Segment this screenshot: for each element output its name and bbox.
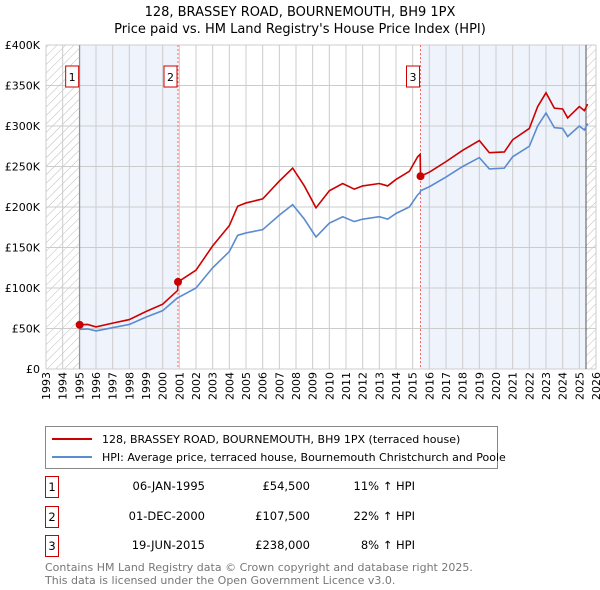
x-tick-label: 2019 xyxy=(473,372,486,400)
x-tick-label: 1995 xyxy=(73,372,86,400)
chart-title: 128, BRASSEY ROAD, BOURNEMOUTH, BH9 1PX xyxy=(144,5,456,20)
x-tick-label: 2014 xyxy=(390,372,403,400)
chart-subtitle: Price paid vs. HM Land Registry's House … xyxy=(114,22,486,37)
x-tick-label: 2020 xyxy=(490,372,503,400)
x-tick-label: 2023 xyxy=(540,372,553,400)
x-tick-label: 2004 xyxy=(223,372,236,400)
y-tick-label: £0 xyxy=(26,363,40,376)
sale-hpi: 22% ↑ HPI xyxy=(353,509,415,523)
sale-row: 1 06-JAN-1995 £54,500 11% ↑ HPI xyxy=(45,476,445,498)
x-tick-label: 2017 xyxy=(440,372,453,400)
y-tick-label: £100K xyxy=(5,282,41,295)
x-tick-label: 1999 xyxy=(140,372,153,400)
sale-point xyxy=(174,277,182,286)
plot-area: 1993 1994 1995 1996 1997 1998 1999 2000 2001 2002… xyxy=(5,39,600,400)
x-tick-label: 2000 xyxy=(157,372,170,400)
sale-price: £238,000 xyxy=(255,538,310,552)
x-tick-label: 2015 xyxy=(407,372,420,400)
x-tick-label: 2012 xyxy=(357,372,370,400)
sale-date: 01-DEC-2000 xyxy=(128,509,205,523)
sale-hpi: 11% ↑ HPI xyxy=(353,479,415,493)
y-tick-label: £400K xyxy=(5,39,41,52)
sale-label: 3 xyxy=(410,71,417,84)
x-tick-label: 2002 xyxy=(190,372,203,400)
y-tick-label: £350K xyxy=(5,80,41,93)
legend: 128, BRASSEY ROAD, BOURNEMOUTH, BH9 1PX … xyxy=(45,426,506,469)
sale-row: 2 01-DEC-2000 £107,500 22% ↑ HPI xyxy=(45,506,445,528)
x-tick-label: 2009 xyxy=(307,372,320,400)
y-tick-label: £150K xyxy=(5,242,41,255)
legend-swatch-hpi xyxy=(52,456,92,458)
x-tick-label: 2007 xyxy=(273,372,286,400)
sale-label: 1 xyxy=(69,71,76,84)
x-tick-label: 2001 xyxy=(173,372,186,400)
legend-swatch-property xyxy=(52,438,92,440)
x-tick-label: 2011 xyxy=(340,372,353,400)
x-tick-label: 2003 xyxy=(207,372,220,400)
sale-label-box xyxy=(163,65,178,88)
x-tick-label: 2008 xyxy=(290,372,303,400)
legend-label-property: 128, BRASSEY ROAD, BOURNEMOUTH, BH9 1PX … xyxy=(102,432,461,446)
x-tick-label: 2013 xyxy=(373,372,386,400)
y-tick-label: £200K xyxy=(5,201,41,214)
x-tick-label: 1994 xyxy=(57,372,70,400)
sale-row: 3 19-JUN-2015 £238,000 8% ↑ HPI xyxy=(45,535,445,557)
x-tick-label: 2018 xyxy=(457,372,470,400)
legend-label-hpi: HPI: Average price, terraced house, Bour… xyxy=(102,450,506,464)
sale-date: 06-JAN-1995 xyxy=(132,479,206,493)
x-tick-label: 2024 xyxy=(557,372,570,400)
sale-price: £107,500 xyxy=(255,509,310,523)
sale-marker-box: 3 xyxy=(45,535,59,557)
x-tick-label: 2026 xyxy=(590,372,600,400)
x-tick-label: 2022 xyxy=(523,372,536,400)
x-tick-label: 2010 xyxy=(323,372,336,400)
sale-marker-box: 1 xyxy=(45,476,59,498)
x-tick-label: 1996 xyxy=(90,372,103,400)
footer-copyright: Contains HM Land Registry data © Crown c… xyxy=(45,561,473,574)
x-tick-label: 1993 xyxy=(40,372,53,400)
sale-label: 2 xyxy=(167,71,174,84)
x-tick-label: 2025 xyxy=(573,372,586,400)
sale-point xyxy=(75,320,84,329)
sale-label-box xyxy=(65,65,80,88)
y-tick-label: £250K xyxy=(5,161,41,174)
x-tick-label: 2006 xyxy=(257,372,270,400)
footer-licence: This data is licensed under the Open Gov… xyxy=(45,574,396,587)
x-tick-label: 2016 xyxy=(423,372,436,400)
x-tick-label: 2021 xyxy=(507,372,520,400)
price-paid-line xyxy=(79,91,589,328)
hpi-line xyxy=(79,111,589,332)
sale-label-box xyxy=(406,65,420,88)
y-tick-label: £300K xyxy=(5,120,41,133)
sale-marker-box: 2 xyxy=(45,506,59,528)
sale-price: £54,500 xyxy=(262,479,310,493)
x-tick-label: 1997 xyxy=(107,372,120,400)
x-tick-label: 2005 xyxy=(240,372,253,400)
sale-point xyxy=(416,172,425,181)
sale-date: 19-JUN-2015 xyxy=(131,538,205,552)
x-tick-label: 1998 xyxy=(123,372,136,400)
sale-hpi: 8% ↑ HPI xyxy=(360,538,415,552)
y-tick-label: £50K xyxy=(12,323,41,336)
